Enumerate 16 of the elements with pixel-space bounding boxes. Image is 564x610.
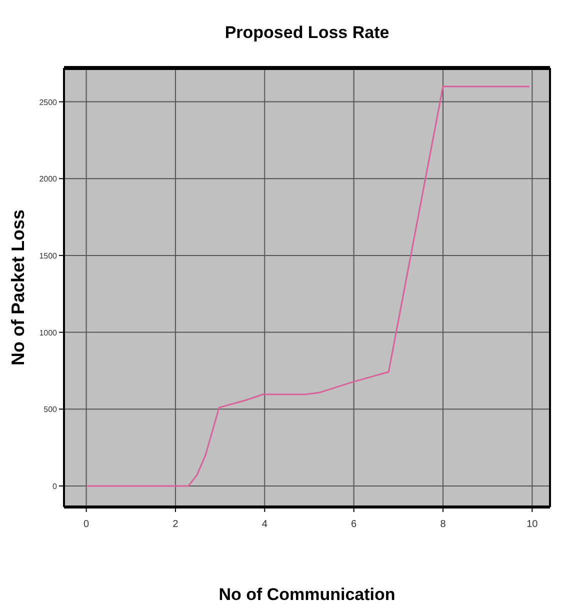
x-tick-label: 0 (84, 519, 90, 530)
y-axis-title: No of Packet Loss (8, 209, 28, 366)
y-tick-label: 0 (52, 482, 58, 491)
y-tick-label: 500 (44, 405, 58, 414)
y-tick-label: 2000 (39, 174, 58, 184)
y-tick-label: 1000 (39, 328, 58, 338)
x-tick-label: 2 (172, 519, 179, 530)
x-tick-label: 8 (440, 519, 446, 530)
y-tick-label: 2500 (39, 98, 58, 107)
x-tick-label: 4 (262, 519, 268, 530)
x-tick-label: 6 (351, 519, 358, 530)
x-axis-title: No of Communication (218, 585, 396, 604)
line-series (86, 86, 530, 487)
y-tick-label: 1500 (39, 251, 58, 260)
x-tick-label: 10 (526, 519, 538, 530)
chart-title: Proposed Loss Rate (224, 23, 390, 42)
